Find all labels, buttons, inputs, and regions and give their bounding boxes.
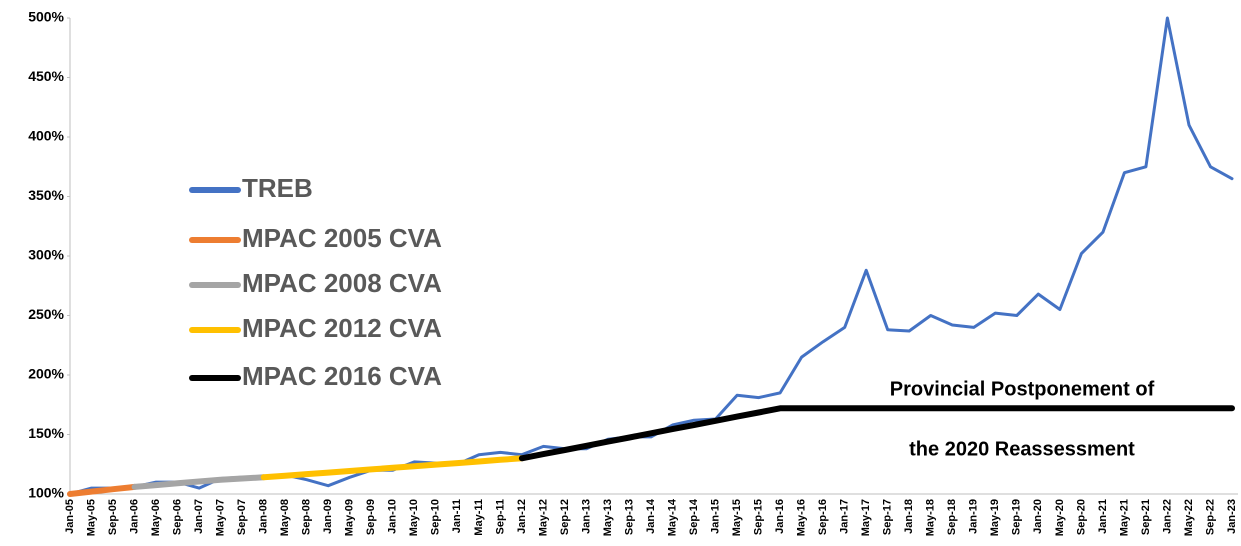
x-tick-label: Sep-12 [559, 499, 571, 535]
x-tick-label: May-18 [925, 499, 937, 536]
x-tick-label: Jan-21 [1097, 499, 1109, 534]
y-tick-label: 500% [28, 9, 64, 25]
x-tick-label: May-20 [1054, 499, 1066, 536]
x-tick-label: Jan-16 [774, 499, 786, 534]
x-tick-label: May-22 [1183, 499, 1195, 536]
y-tick-label: 300% [28, 247, 64, 263]
legend-label: TREB [242, 173, 313, 203]
y-tick-label: 200% [28, 366, 64, 382]
x-tick-label: Jan-12 [516, 499, 528, 534]
x-tick-label: Jan-07 [193, 499, 205, 534]
y-tick-label: 250% [28, 306, 64, 322]
y-tick-label: 100% [28, 485, 64, 501]
y-tick-label: 400% [28, 128, 64, 144]
y-tick-label: 150% [28, 425, 64, 441]
x-tick-label: Sep-17 [882, 499, 894, 535]
x-tick-label: Jan-11 [451, 499, 463, 533]
x-tick-label: Jan-15 [709, 499, 721, 534]
x-tick-label: Jan-19 [968, 499, 980, 534]
x-tick-label: Jan-09 [322, 499, 334, 534]
x-tick-label: Jan-14 [645, 498, 657, 534]
x-tick-label: Jan-08 [258, 499, 270, 534]
x-tick-label: May-12 [537, 499, 549, 536]
y-tick-label: 450% [28, 68, 64, 84]
x-tick-label: May-13 [602, 499, 614, 536]
x-tick-label: Sep-05 [107, 499, 119, 535]
x-tick-label: Sep-22 [1204, 499, 1216, 535]
series-line [260, 455, 525, 481]
x-tick-label: Sep-16 [817, 499, 829, 535]
x-tick-label: Sep-09 [365, 499, 377, 535]
x-tick-label: May-07 [215, 499, 227, 536]
x-tick-label: Sep-18 [946, 499, 958, 535]
x-tick-label: Jan-13 [580, 499, 592, 534]
annotation: Provincial Postponement of [890, 378, 1155, 400]
x-tick-label: Sep-21 [1140, 499, 1152, 535]
x-tick-label: May-17 [860, 499, 872, 536]
x-tick-label: May-08 [279, 499, 291, 536]
x-tick-label: Jan-06 [128, 499, 140, 534]
series-line [68, 16, 1234, 496]
series-line [131, 474, 267, 490]
x-tick-label: May-06 [150, 499, 162, 536]
x-tick-label: May-14 [666, 498, 678, 536]
x-tick-label: Sep-07 [236, 499, 248, 535]
x-tick-label: Jan-20 [1032, 499, 1044, 534]
annotation: the 2020 Reassessment [909, 438, 1135, 460]
x-tick-label: May-16 [796, 499, 808, 536]
x-tick-label: Sep-20 [1075, 499, 1087, 535]
x-tick-label: Jan-05 [64, 499, 76, 534]
legend-label: MPAC 2005 CVA [242, 223, 442, 253]
x-tick-label: May-15 [731, 499, 743, 536]
x-tick-label: Jan-18 [903, 499, 915, 534]
series-line [67, 483, 138, 497]
x-tick-label: Sep-15 [752, 499, 764, 535]
legend-label: MPAC 2012 CVA [242, 313, 442, 343]
x-tick-label: Jan-22 [1161, 499, 1173, 534]
x-tick-label: Sep-14 [688, 498, 700, 535]
x-tick-label: Sep-06 [171, 499, 183, 535]
x-tick-label: Sep-11 [494, 499, 506, 534]
x-tick-label: Jan-10 [387, 499, 399, 534]
x-tick-label: Sep-13 [623, 499, 635, 535]
x-tick-label: May-11 [473, 499, 485, 536]
x-tick-label: May-05 [85, 499, 97, 536]
x-tick-label: Jan-17 [839, 499, 851, 534]
x-tick-label: May-21 [1118, 499, 1130, 536]
series-line [518, 405, 1235, 462]
x-tick-label: May-19 [989, 499, 1001, 536]
x-tick-label: Sep-19 [1011, 499, 1023, 535]
legend-label: MPAC 2016 CVA [242, 361, 442, 391]
x-tick-label: Sep-10 [430, 499, 442, 535]
x-tick-label: May-10 [408, 499, 420, 536]
x-tick-label: May-09 [344, 499, 356, 536]
x-tick-label: Jan-23 [1226, 499, 1238, 534]
legend-label: MPAC 2008 CVA [242, 268, 442, 298]
x-tick-label: Sep-08 [301, 499, 313, 535]
y-tick-label: 350% [28, 187, 64, 203]
